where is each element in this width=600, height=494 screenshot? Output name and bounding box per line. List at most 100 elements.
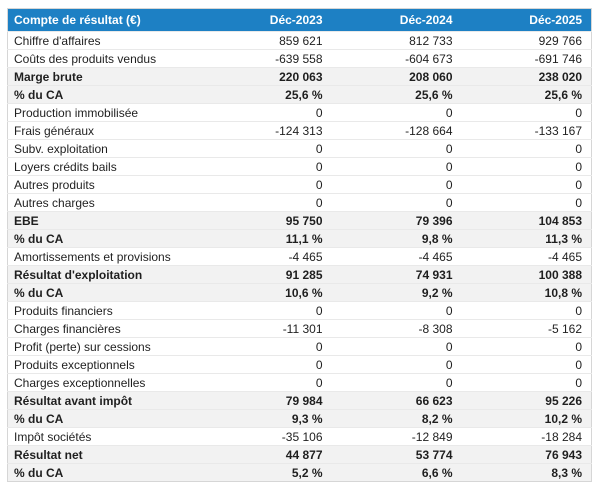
cell-value: 0 (331, 193, 462, 212)
cell-value: -4 465 (201, 247, 332, 266)
cell-value: 0 (201, 373, 332, 392)
cell-value: 25,6 % (201, 85, 332, 104)
cell-value: -124 313 (201, 121, 332, 140)
cell-value: 0 (331, 355, 462, 374)
income-statement-table: Compte de résultat (€) Déc-2023 Déc-2024… (7, 8, 592, 482)
cell-value: -35 106 (201, 427, 332, 446)
header-col-dec-2024: Déc-2024 (331, 8, 462, 32)
table-row: Amortissements et provisions -4 465 -4 465… (7, 247, 592, 266)
table-body: Chiffre d'affaires 859 621 812 733 929 766 C… (7, 31, 592, 482)
table-row: % du CA 9,3 % 8,2 % 10,2 % (7, 409, 592, 428)
cell-value: 0 (461, 355, 592, 374)
cell-value: 859 621 (201, 31, 332, 50)
cell-value: -133 167 (461, 121, 592, 140)
table-row: Charges exceptionnelles 0 0 0 (7, 373, 592, 392)
cell-value: 25,6 % (461, 85, 592, 104)
row-label: Résultat avant impôt (7, 391, 202, 410)
row-label: Impôt sociétés (7, 427, 202, 446)
cell-value: 0 (461, 175, 592, 194)
row-label: Autres produits (7, 175, 202, 194)
row-label: Autres charges (7, 193, 202, 212)
cell-value: 79 984 (201, 391, 332, 410)
cell-value: 238 020 (461, 67, 592, 86)
row-label: Chiffre d'affaires (7, 31, 202, 50)
cell-value: -18 284 (461, 427, 592, 446)
table-row: % du CA 11,1 % 9,8 % 11,3 % (7, 229, 592, 248)
cell-value: 6,6 % (331, 463, 462, 482)
table-row: Production immobilisée 0 0 0 (7, 103, 592, 122)
cell-value: 0 (331, 139, 462, 158)
cell-value: -5 162 (461, 319, 592, 338)
table-row: % du CA 25,6 % 25,6 % 25,6 % (7, 85, 592, 104)
row-label: Coûts des produits vendus (7, 49, 202, 68)
table-row: Résultat avant impôt 79 984 66 623 95 226 (7, 391, 592, 410)
table-row: Profit (perte) sur cessions 0 0 0 (7, 337, 592, 356)
row-label: % du CA (7, 283, 202, 302)
cell-value: 44 877 (201, 445, 332, 464)
table-row: Chiffre d'affaires 859 621 812 733 929 766 (7, 31, 592, 50)
row-label: Charges exceptionnelles (7, 373, 202, 392)
cell-value: -12 849 (331, 427, 462, 446)
cell-value: 929 766 (461, 31, 592, 50)
cell-value: 208 060 (331, 67, 462, 86)
header-title: Compte de résultat (€) (7, 8, 202, 32)
row-label: Frais généraux (7, 121, 202, 140)
row-label: Loyers crédits bails (7, 157, 202, 176)
table-row: Coûts des produits vendus -639 558 -604 67… (7, 49, 592, 68)
cell-value: 91 285 (201, 265, 332, 284)
table-row: EBE 95 750 79 396 104 853 (7, 211, 592, 230)
cell-value: -639 558 (201, 49, 332, 68)
header-col-dec-2023: Déc-2023 (201, 8, 332, 32)
row-label: Profit (perte) sur cessions (7, 337, 202, 356)
cell-value: 0 (331, 301, 462, 320)
cell-value: 95 750 (201, 211, 332, 230)
cell-value: 100 388 (461, 265, 592, 284)
cell-value: 95 226 (461, 391, 592, 410)
row-label: EBE (7, 211, 202, 230)
row-label: Marge brute (7, 67, 202, 86)
cell-value: 11,1 % (201, 229, 332, 248)
row-label: Subv. exploitation (7, 139, 202, 158)
cell-value: 11,3 % (461, 229, 592, 248)
cell-value: 0 (201, 157, 332, 176)
table-row: % du CA 10,6 % 9,2 % 10,8 % (7, 283, 592, 302)
cell-value: 0 (331, 175, 462, 194)
cell-value: 5,2 % (201, 463, 332, 482)
cell-value: 0 (331, 157, 462, 176)
cell-value: 53 774 (331, 445, 462, 464)
row-label: % du CA (7, 409, 202, 428)
table-header: Compte de résultat (€) Déc-2023 Déc-2024… (7, 8, 592, 32)
cell-value: 9,8 % (331, 229, 462, 248)
cell-value: -4 465 (461, 247, 592, 266)
table-row: Résultat d'exploitation 91 285 74 931 100 3… (7, 265, 592, 284)
cell-value: 8,3 % (461, 463, 592, 482)
cell-value: -8 308 (331, 319, 462, 338)
table-row: Autres charges 0 0 0 (7, 193, 592, 212)
table-row: Loyers crédits bails 0 0 0 (7, 157, 592, 176)
row-label: Produits financiers (7, 301, 202, 320)
row-label: Amortissements et provisions (7, 247, 202, 266)
cell-value: 9,3 % (201, 409, 332, 428)
cell-value: 25,6 % (331, 85, 462, 104)
cell-value: 66 623 (331, 391, 462, 410)
cell-value: 0 (201, 355, 332, 374)
income-statement-panel: Compte de résultat (€) Déc-2023 Déc-2024… (7, 8, 592, 482)
cell-value: 0 (201, 175, 332, 194)
table-row: Produits financiers 0 0 0 (7, 301, 592, 320)
cell-value: 10,8 % (461, 283, 592, 302)
row-label: % du CA (7, 463, 202, 482)
cell-value: -604 673 (331, 49, 462, 68)
row-label: Charges financières (7, 319, 202, 338)
cell-value: 76 943 (461, 445, 592, 464)
table-row: Subv. exploitation 0 0 0 (7, 139, 592, 158)
cell-value: 74 931 (331, 265, 462, 284)
header-row: Compte de résultat (€) Déc-2023 Déc-2024… (7, 8, 592, 32)
table-row: Impôt sociétés -35 106 -12 849 -18 284 (7, 427, 592, 446)
cell-value: 0 (461, 193, 592, 212)
row-label: Résultat net (7, 445, 202, 464)
row-label: Production immobilisée (7, 103, 202, 122)
table-row: Charges financières -11 301 -8 308 -5 162 (7, 319, 592, 338)
cell-value: 10,2 % (461, 409, 592, 428)
cell-value: 0 (201, 301, 332, 320)
cell-value: 0 (201, 103, 332, 122)
